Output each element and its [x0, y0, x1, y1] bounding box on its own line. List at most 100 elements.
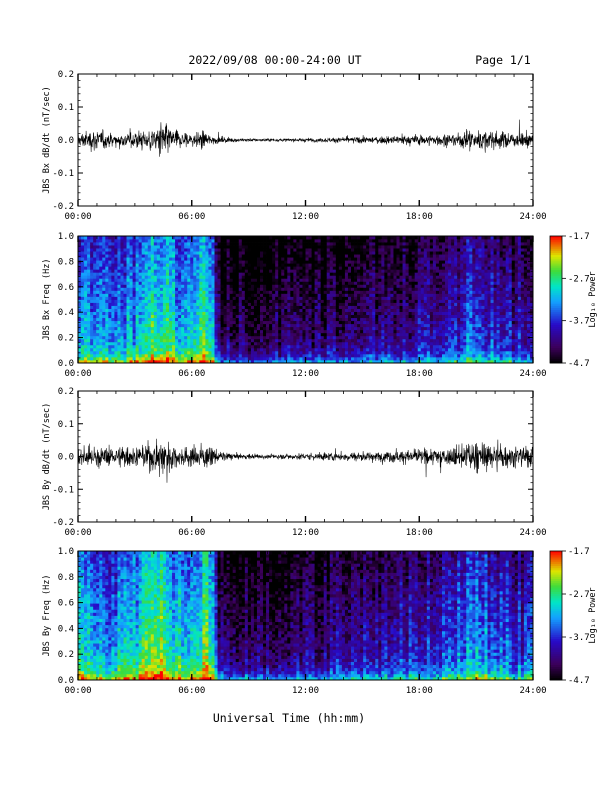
- spectrogram-cell: [341, 296, 346, 300]
- spectrogram-cell: [338, 290, 343, 294]
- spectrogram-cell: [429, 353, 434, 358]
- spectrogram-cell: [366, 323, 370, 328]
- spectrogram-cell: [426, 242, 431, 246]
- spectrogram-cell: [181, 359, 185, 364]
- spectrogram-cell: [366, 260, 370, 264]
- spectrogram-cell: [178, 254, 182, 258]
- spectrogram-cell: [132, 284, 137, 288]
- spectrogram-cell: [175, 353, 179, 358]
- spectrogram-cell: [408, 338, 413, 343]
- spectrogram-cell: [244, 332, 249, 337]
- spectrogram-cell: [302, 305, 306, 309]
- spectrogram-cell: [81, 299, 85, 303]
- spectrogram-cell: [411, 236, 416, 240]
- spectrogram-cell: [326, 290, 331, 294]
- spectrogram-cell: [81, 272, 85, 276]
- spectrogram-cell: [296, 266, 300, 270]
- spectrogram-cell: [287, 317, 291, 322]
- spectrogram-cell: [181, 242, 185, 246]
- spectrogram-cell: [162, 335, 167, 340]
- spectrogram-cell: [426, 260, 431, 264]
- spectrogram-cell: [263, 248, 267, 252]
- spectrogram-cell: [187, 317, 191, 322]
- spectrogram-cell: [144, 248, 149, 252]
- spectrogram-cell: [93, 269, 97, 273]
- spectrogram-cell: [402, 359, 406, 364]
- spectrogram-cell: [317, 296, 322, 300]
- spectrogram-cell: [196, 323, 200, 328]
- spectrogram-cell: [135, 320, 140, 325]
- spectrogram-cell: [102, 332, 106, 337]
- spectrogram-cell: [153, 266, 158, 270]
- spectrogram-cell: [290, 254, 294, 258]
- spectrogram-cell: [290, 326, 294, 331]
- spectrogram-cell: [317, 302, 322, 306]
- spectrogram-cell: [281, 260, 285, 264]
- spectrogram-cell: [360, 317, 364, 322]
- spectrogram-cell: [132, 332, 137, 337]
- spectrogram-cell: [384, 356, 388, 361]
- spectrogram-cell: [111, 353, 115, 358]
- spectrogram-cell: [269, 257, 273, 261]
- spectrogram-cell: [269, 356, 273, 361]
- spectrogram-cell: [96, 338, 100, 343]
- spectrogram-cell: [329, 260, 334, 264]
- spectrogram-cell: [226, 347, 231, 352]
- spectrogram-cell: [144, 269, 149, 273]
- spectrogram-cell: [260, 317, 264, 322]
- spectrogram-cell: [311, 269, 315, 273]
- spectrogram-cell: [162, 236, 167, 240]
- spectrogram-cell: [99, 317, 103, 322]
- spectrogram-cell: [272, 329, 276, 334]
- spectrogram-cell: [347, 326, 352, 331]
- spectrogram-cell: [411, 353, 416, 358]
- spectrogram-cell: [96, 236, 100, 240]
- spectrogram-cell: [287, 299, 291, 303]
- spectrogram-cell: [266, 254, 270, 258]
- spectrogram-cell: [384, 269, 388, 273]
- spectrogram-cell: [102, 272, 106, 276]
- spectrogram-cell: [250, 266, 255, 270]
- spectrogram-cell: [256, 359, 261, 364]
- spectrogram-cell: [360, 287, 364, 291]
- spectrogram-cell: [256, 236, 261, 240]
- spectrogram-cell: [123, 263, 127, 267]
- spectrogram-cell: [159, 278, 164, 282]
- spectrogram-cell: [141, 269, 146, 273]
- spectrogram-cell: [126, 275, 130, 279]
- spectrogram-cell: [284, 275, 288, 279]
- spectrogram-cell: [323, 338, 328, 343]
- spectrogram-cell: [165, 263, 170, 267]
- spectrogram-cell: [129, 284, 133, 288]
- spectrogram-cell: [138, 236, 143, 240]
- spectrogram-cell: [405, 257, 410, 261]
- spectrogram-cell: [202, 344, 206, 349]
- spectrogram-cell: [405, 329, 410, 334]
- spectrogram-cell: [347, 248, 352, 252]
- spectrogram-cell: [305, 320, 309, 325]
- spectrogram-cell: [381, 335, 385, 340]
- spectrogram-cell: [135, 329, 140, 334]
- spectrogram-cell: [323, 350, 328, 355]
- spectrogram-cell: [187, 305, 191, 309]
- spectrogram-cell: [284, 353, 288, 358]
- spectrogram-cell: [326, 350, 331, 355]
- spectrogram-cell: [278, 344, 282, 349]
- spectrogram-cell: [141, 320, 146, 325]
- spectrogram-cell: [393, 239, 397, 243]
- spectrogram-cell: [138, 275, 143, 279]
- spectrogram-cell: [351, 335, 355, 340]
- spectrogram-cell: [111, 278, 115, 282]
- spectrogram-cell: [293, 329, 297, 334]
- spectrogram-cell: [378, 242, 382, 246]
- spectrogram-cell: [335, 359, 340, 364]
- spectrogram-cell: [351, 320, 355, 325]
- spectrogram-cell: [384, 302, 388, 306]
- spectrogram-cell: [405, 350, 410, 355]
- spectrogram-cell: [84, 353, 88, 358]
- spectrogram-cell: [335, 308, 340, 312]
- spectrogram-cell: [305, 302, 309, 306]
- spectrogram-cell: [90, 317, 94, 322]
- spectrogram-cell: [159, 338, 164, 343]
- spectrogram-cell: [408, 251, 413, 255]
